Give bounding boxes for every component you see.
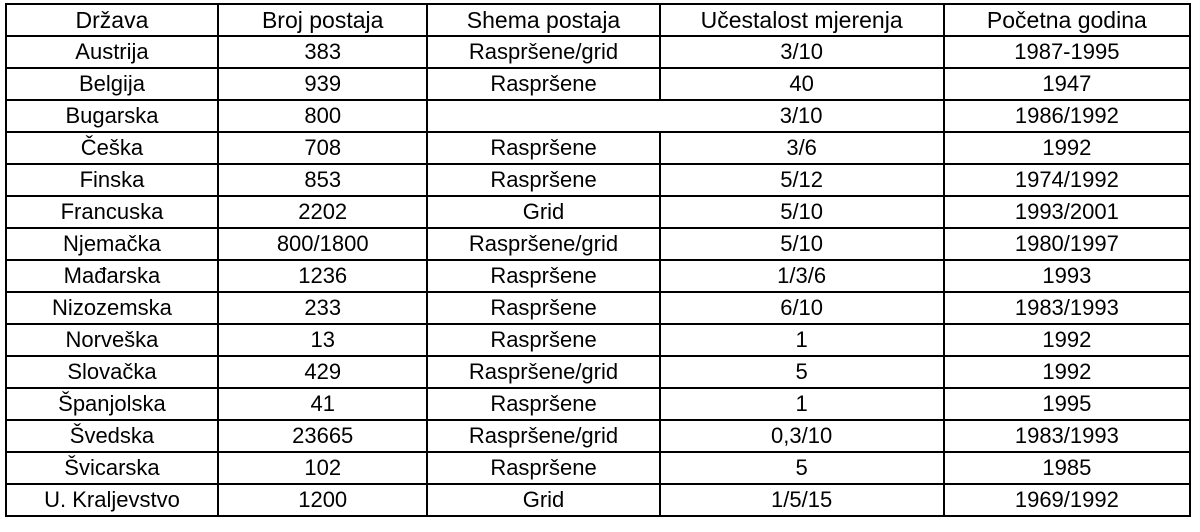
table-cell: Francuska (5, 195, 219, 229)
table-cell: Bugarska (5, 99, 219, 133)
table-cell: 1987-1995 (942, 35, 1192, 69)
table-row: Španjolska 41 Raspršene 1 1995 (5, 387, 1192, 421)
table-cell: Švedska (5, 419, 219, 453)
table-row: Finska 853 Raspršene 5/12 1974/1992 (5, 163, 1192, 197)
table-cell: Raspršene (426, 451, 661, 485)
table-cell: 233 (216, 291, 429, 325)
table-cell: 1985 (942, 451, 1192, 485)
table-body: Austrija 383 Raspršene/grid 3/10 1987-1995 Be… (5, 35, 1192, 517)
table-cell: 429 (216, 355, 429, 389)
table-cell: Raspršene (426, 131, 661, 165)
table-cell: 102 (216, 451, 429, 485)
table-cell: 1993 (942, 259, 1192, 293)
table-cell: Raspršene/grid (426, 355, 661, 389)
table-cell: 41 (216, 387, 429, 421)
table-cell: 1992 (942, 355, 1192, 389)
table-cell: Raspršene/grid (426, 419, 661, 453)
table-cell: 5 (658, 451, 945, 485)
table-cell: Grid (426, 195, 661, 229)
table-cell: Raspršene (426, 291, 661, 325)
table-row: Francuska 2202 Grid 5/10 1993/2001 (5, 195, 1192, 229)
table-row: Nizozemska 233 Raspršene 6/10 1983/1993 (5, 291, 1192, 325)
column-header: Država (5, 3, 219, 37)
table-row: Češka 708 Raspršene 3/6 1992 (5, 131, 1192, 165)
column-header: Učestalost mjerenja (658, 3, 945, 37)
table-cell: 1 (658, 387, 945, 421)
table-cell: Raspršene/grid (426, 35, 661, 69)
table-cell: 1/5/15 (658, 483, 945, 517)
table-cell: Mađarska (5, 259, 219, 293)
table-cell: 939 (216, 67, 429, 101)
table-cell: 3/10 (659, 99, 945, 133)
table-cell: Finska (5, 163, 219, 197)
table-cell: 23665 (216, 419, 429, 453)
table-cell: Španjolska (5, 387, 219, 421)
table-cell: Raspršene (426, 323, 661, 357)
table-row: Švicarska 102 Raspršene 5 1985 (5, 451, 1192, 485)
column-header: Shema postaja (426, 3, 661, 37)
table-cell: 1980/1997 (942, 227, 1192, 261)
table-cell: Raspršene (426, 387, 661, 421)
table-row: U. Kraljevstvo 1200 Grid 1/5/15 1969/1992 (5, 483, 1192, 517)
table-row: Belgija 939 Raspršene 40 1947 (5, 67, 1192, 101)
table-cell: 5 (658, 355, 945, 389)
table-cell: 1983/1993 (942, 419, 1192, 453)
table-cell: 383 (216, 35, 429, 69)
table-cell: Norveška (5, 323, 219, 357)
table-row: Norveška 13 Raspršene 1 1992 (5, 323, 1192, 357)
table-cell: 1/3/6 (658, 259, 945, 293)
table-cell: Grid (426, 483, 661, 517)
table-cell: Nizozemska (5, 291, 219, 325)
table-cell: Njemačka (5, 227, 219, 261)
table-cell: 1995 (942, 387, 1192, 421)
table-cell: 1992 (942, 131, 1192, 165)
table-cell: 800/1800 (216, 227, 429, 261)
column-header: Broj postaja (216, 3, 429, 37)
table-cell: 2202 (216, 195, 429, 229)
table-cell: 1236 (216, 259, 429, 293)
table-cell: 853 (216, 163, 429, 197)
table-cell: Slovačka (5, 355, 219, 389)
table-row: Slovačka 429 Raspršene/grid 5 1992 (5, 355, 1192, 389)
table-row: Mađarska 1236 Raspršene 1/3/6 1993 (5, 259, 1192, 293)
table-row: Bugarska 800 3/10 1986/1992 (5, 99, 1192, 133)
table-cell: 1974/1992 (942, 163, 1192, 197)
table-cell: 3/10 (658, 35, 945, 69)
table-cell: 1200 (216, 483, 429, 517)
table-cell: U. Kraljevstvo (5, 483, 219, 517)
table-cell: 1986/1992 (942, 99, 1192, 133)
table-cell: Raspršene/grid (426, 227, 661, 261)
table-row: Švedska 23665 Raspršene/grid 0,3/10 1983/199… (5, 419, 1192, 453)
table-cell: 1 (658, 323, 945, 357)
table-cell: 3/6 (658, 131, 945, 165)
header-row: Država Broj postaja Shema postaja Učestalos… (5, 3, 1192, 37)
table-cell: 1947 (942, 67, 1192, 101)
table-cell: 5/12 (658, 163, 945, 197)
table-cell: 708 (216, 131, 429, 165)
table-cell: 1969/1992 (942, 483, 1192, 517)
table-cell: 6/10 (658, 291, 945, 325)
table-cell: 0,3/10 (658, 419, 945, 453)
table-cell: 800 (216, 99, 429, 133)
table-cell: 5/10 (658, 227, 945, 261)
table-cell: 40 (658, 67, 945, 101)
column-header: Početna godina (942, 3, 1192, 37)
table-cell: Raspršene (426, 67, 661, 101)
table-cell: Švicarska (5, 451, 219, 485)
table-cell: Češka (5, 131, 219, 165)
table-cell: Belgija (5, 67, 219, 101)
table-cell: Raspršene (426, 259, 661, 293)
table-row: Njemačka 800/1800 Raspršene/grid 5/10 1980/1… (5, 227, 1192, 261)
table-cell: 13 (216, 323, 429, 357)
table-cell: 1992 (942, 323, 1192, 357)
table-cell: 1993/2001 (942, 195, 1192, 229)
table-cell (426, 99, 660, 133)
stations-table: Država Broj postaja Shema postaja Učestalos… (5, 3, 1192, 517)
table-row: Austrija 383 Raspršene/grid 3/10 1987-1995 (5, 35, 1192, 69)
table-cell: 5/10 (658, 195, 945, 229)
table-cell: Austrija (5, 35, 219, 69)
table-cell: Raspršene (426, 163, 661, 197)
table-cell: 1983/1993 (942, 291, 1192, 325)
